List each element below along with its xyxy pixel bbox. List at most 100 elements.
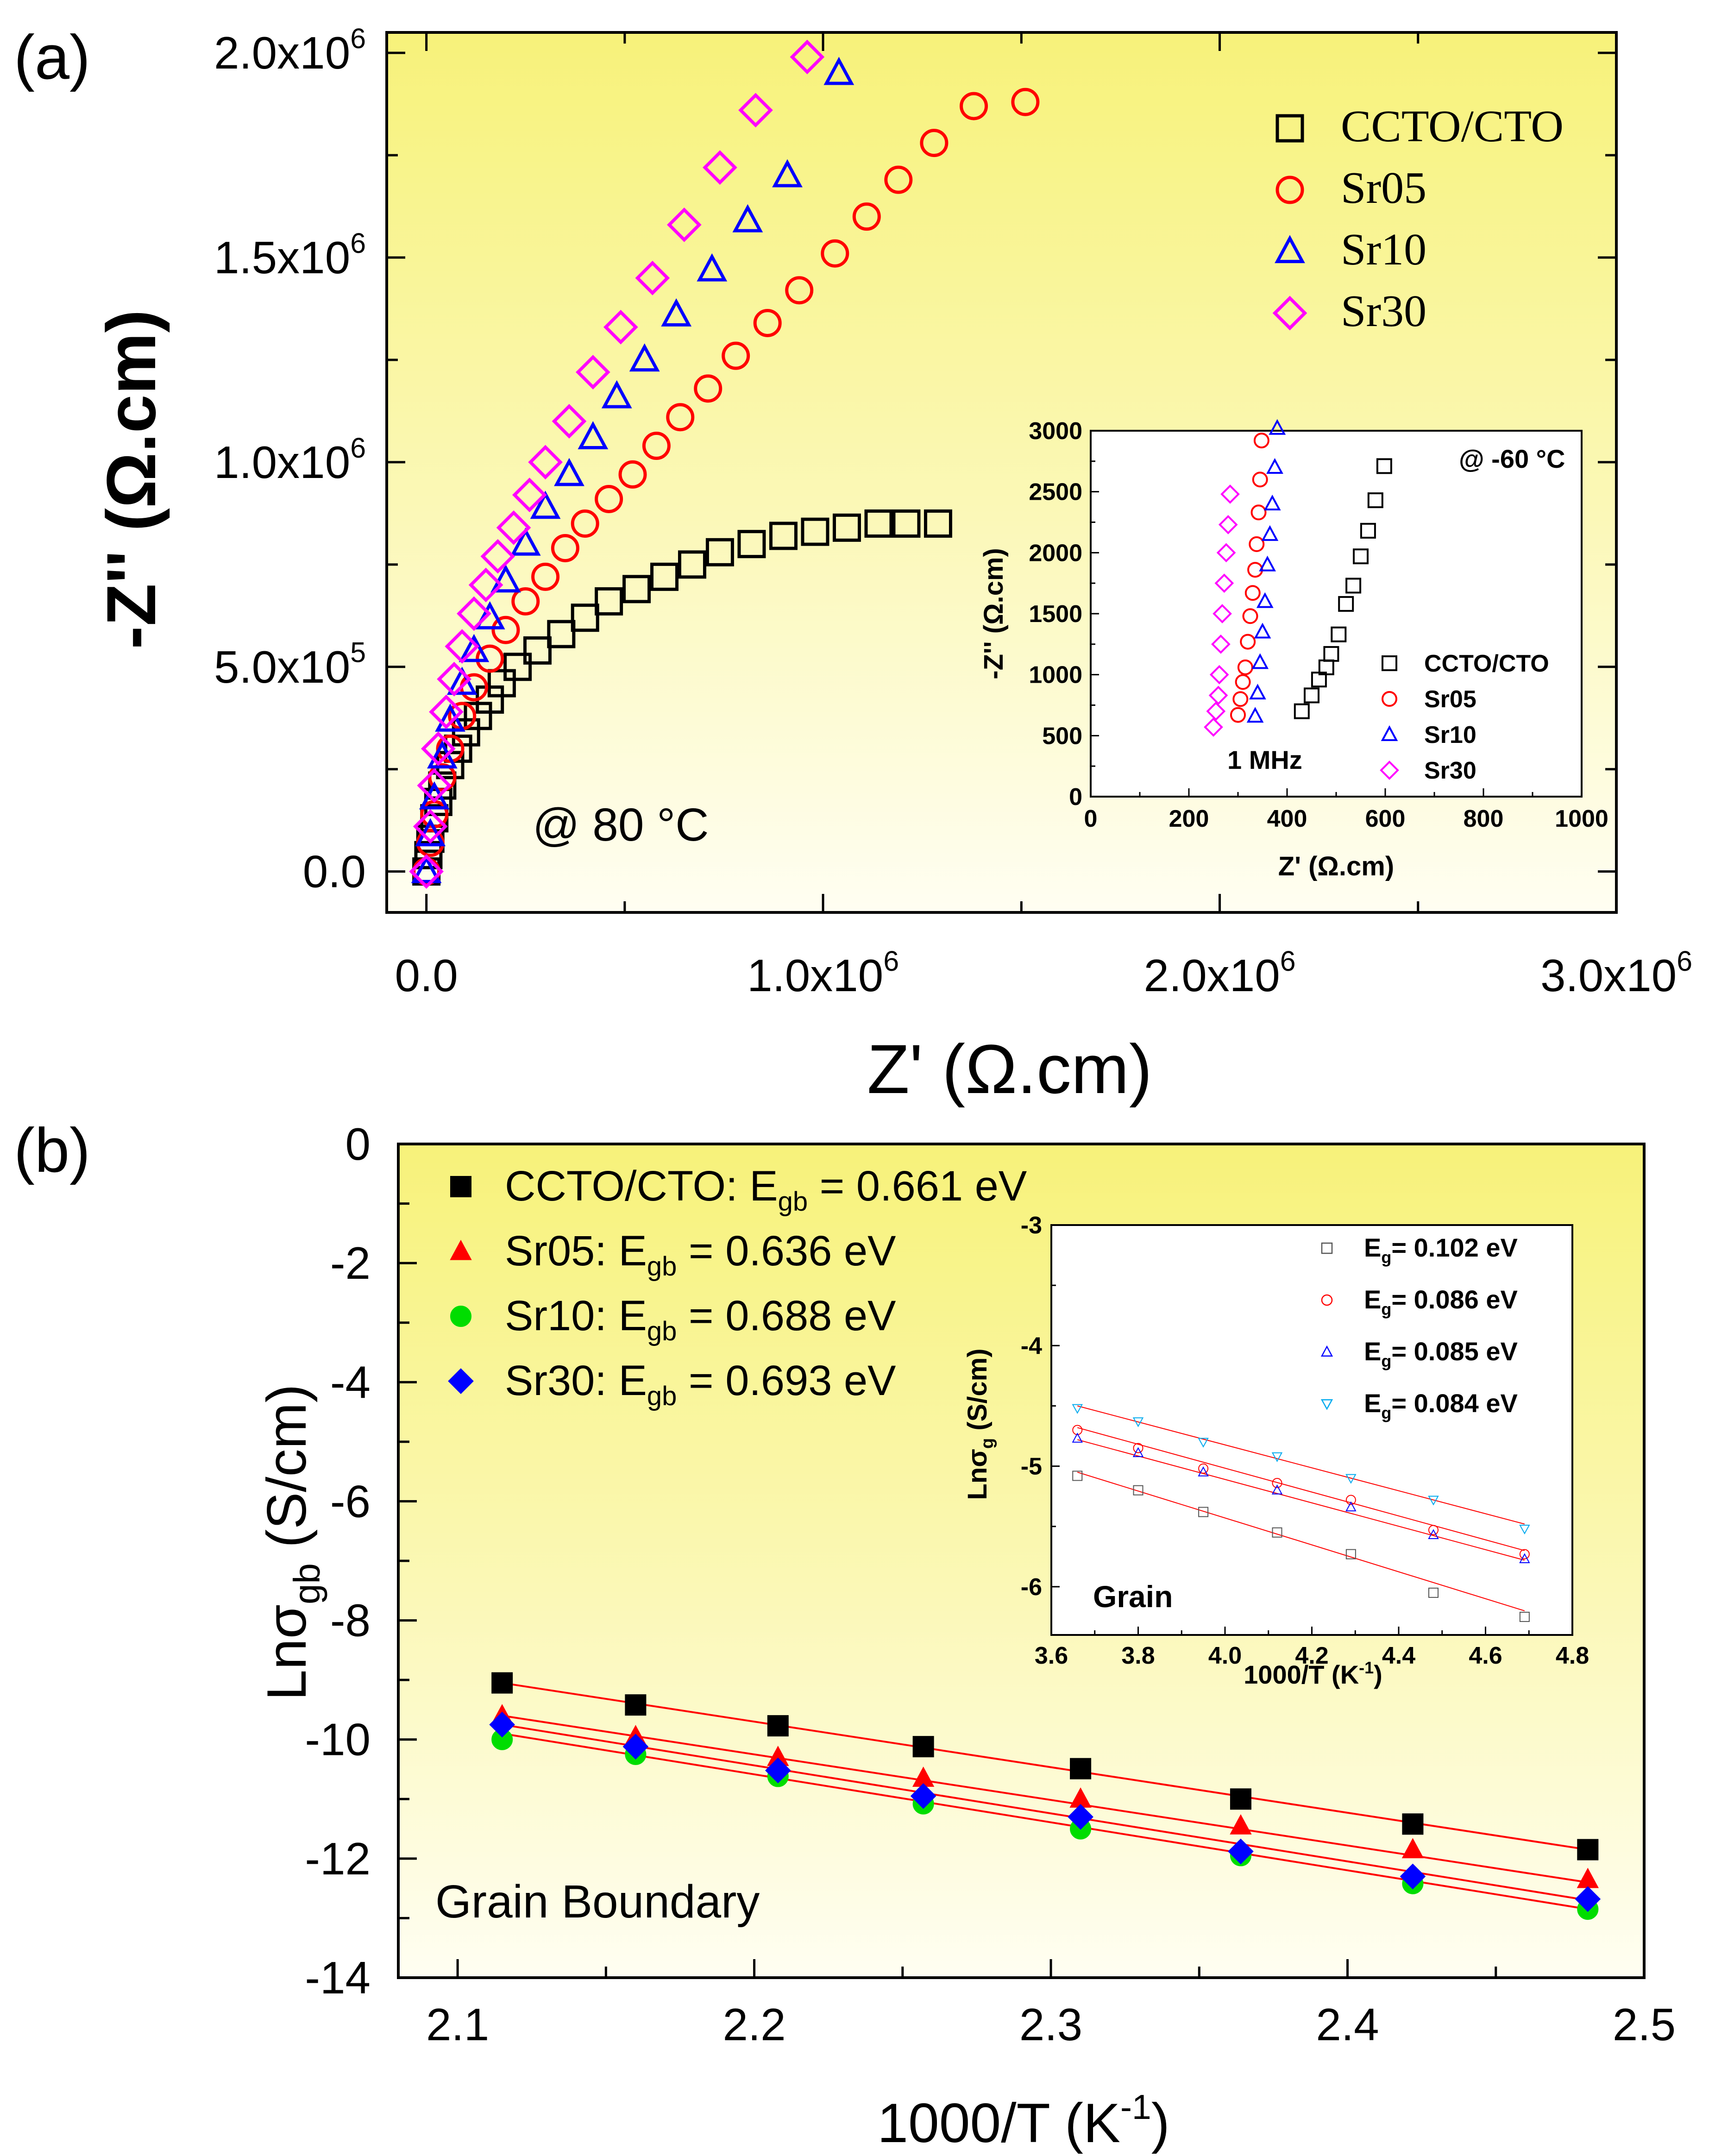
legend-label: CCTO/CTO <box>1341 101 1564 151</box>
data-point <box>737 530 766 559</box>
data-point <box>622 1734 649 1760</box>
data-point <box>1575 1886 1601 1912</box>
data-point <box>491 616 520 644</box>
data-point <box>892 509 921 538</box>
y-tick-label: 2500 <box>1029 479 1082 506</box>
data-point <box>1271 1452 1283 1462</box>
panel-b-inset-x-axis-title-tail: ) <box>1374 1660 1382 1689</box>
panel-a-legend: CCTO/CTO Sr05 Sr10 Sr30 <box>1272 101 1564 336</box>
inset-series-sr30 <box>1204 484 1240 737</box>
data-point <box>530 490 561 519</box>
data-point <box>1345 578 1362 594</box>
panel-a-temperature-annotation: @ 80 °C <box>533 799 709 851</box>
panel-b-inset-y-axis-title-tail: (S/cm) <box>962 1348 993 1438</box>
data-point <box>603 309 638 345</box>
x-tick-label: 4.0 <box>1208 1642 1242 1669</box>
data-point <box>445 629 480 664</box>
legend-label: Sr30: Egb = 0.693 eV <box>505 1357 896 1411</box>
x-tick-label: 800 <box>1464 805 1504 832</box>
panel-b-inset-series <box>1072 1404 1530 1622</box>
data-point <box>1256 592 1274 608</box>
y-tick-label: 0 <box>1069 784 1082 811</box>
panel-a-inset-series <box>1204 419 1392 737</box>
data-point <box>1250 504 1267 521</box>
data-point <box>722 341 750 370</box>
data-point <box>480 539 515 574</box>
data-point <box>1519 1524 1530 1535</box>
data-point <box>489 1711 515 1738</box>
x-tick-label: 200 <box>1169 805 1209 832</box>
data-point <box>1072 1433 1083 1443</box>
x-tick-label: 400 <box>1267 805 1307 832</box>
x-tick-label: 2.0x106 <box>1144 945 1296 1001</box>
series-sr30 <box>409 39 825 889</box>
data-point <box>767 1715 789 1737</box>
data-point <box>571 509 599 538</box>
legend-label: CCTO/CTO: Egb = 0.661 eV <box>505 1163 1027 1217</box>
data-point <box>1230 707 1246 723</box>
panel-a-label: (a) <box>14 22 90 92</box>
panel-b-y-axis-title-main: Lnσ <box>256 1604 318 1701</box>
data-point <box>924 509 952 538</box>
data-point <box>738 93 773 128</box>
data-point <box>1216 543 1236 563</box>
data-point <box>705 538 734 566</box>
data-point <box>1230 1788 1251 1810</box>
y-tick-label: -5 <box>1021 1453 1042 1480</box>
legend-marker <box>1320 1399 1333 1410</box>
data-point <box>1204 717 1223 737</box>
panel-a: 0.0 1.0x106 2.0x106 3.0x106 0.0 5.0x105 1.0x1… <box>92 23 1692 1108</box>
data-point <box>547 620 576 648</box>
data-point <box>801 517 829 546</box>
data-point <box>1246 707 1264 723</box>
panel-a-inset: 0 200 400 600 800 1000 0 500 1000 1500 2000 2500 300… <box>979 418 1608 881</box>
data-point <box>576 355 610 390</box>
y-tick-label: -10 <box>305 1714 371 1765</box>
data-point <box>414 841 443 869</box>
panel-b-x-axis-title-sup: -1 <box>1120 2087 1151 2126</box>
data-point <box>666 207 702 242</box>
data-point <box>1345 1495 1356 1505</box>
panel-b-tick-labels: 2.1 2.2 2.3 2.4 2.5 0 -2 -4 -6 -8 -10 -12 -14 <box>305 1119 1676 2050</box>
x-tick-label: 2.5 <box>1613 1999 1676 2050</box>
data-point <box>409 854 444 889</box>
y-tick-label: -14 <box>305 1952 371 2003</box>
y-tick-label: -4 <box>1021 1333 1042 1359</box>
panel-a-inset-tick-labels: 0 200 400 600 800 1000 0 500 1000 1500 2000 2500 300… <box>1029 418 1608 832</box>
data-point <box>1428 1496 1439 1506</box>
y-tick-label: -8 <box>330 1595 371 1646</box>
panel-a-inset-temperature-annotation: @ -60 °C <box>1459 444 1565 473</box>
legend-label: Eg= 0.086 eV <box>1364 1285 1518 1319</box>
data-point <box>1218 515 1238 534</box>
panel-b-inset-x-axis-title: 1000/T (K-1) <box>1244 1658 1382 1689</box>
data-point <box>821 239 849 268</box>
panel-b-inset-x-axis-title-main: 1000/T (K <box>1244 1660 1359 1689</box>
x-tick-label: 4.4 <box>1382 1642 1415 1669</box>
data-point <box>1220 484 1240 504</box>
data-point <box>417 768 452 803</box>
data-point <box>531 562 560 591</box>
x-tick-label: 4.8 <box>1556 1642 1589 1669</box>
panel-a-axis-ticks <box>387 32 1618 912</box>
data-point <box>650 562 679 591</box>
data-point <box>1266 458 1283 474</box>
legend-marker <box>1272 295 1307 331</box>
legend-label: Sr05 <box>1424 686 1476 713</box>
y-tick-label: 1000 <box>1029 662 1082 689</box>
data-point <box>1345 1474 1357 1484</box>
legend-label: Eg= 0.084 eV <box>1364 1389 1518 1422</box>
data-point <box>468 567 503 603</box>
data-point <box>790 39 825 75</box>
data-point <box>864 509 893 538</box>
y-tick-label: 2000 <box>1029 540 1082 566</box>
x-tick-label: 600 <box>1365 805 1406 832</box>
legend-marker <box>450 1239 472 1260</box>
data-point <box>1402 1813 1424 1835</box>
data-point <box>1294 703 1310 719</box>
panel-a-y-axis-title: -Z'' (Ω.cm) <box>92 309 170 649</box>
legend-label: CCTO/CTO <box>1424 650 1549 677</box>
legend-marker <box>1275 114 1304 143</box>
data-point <box>1428 1529 1439 1539</box>
y-tick-label: -3 <box>1021 1212 1042 1239</box>
